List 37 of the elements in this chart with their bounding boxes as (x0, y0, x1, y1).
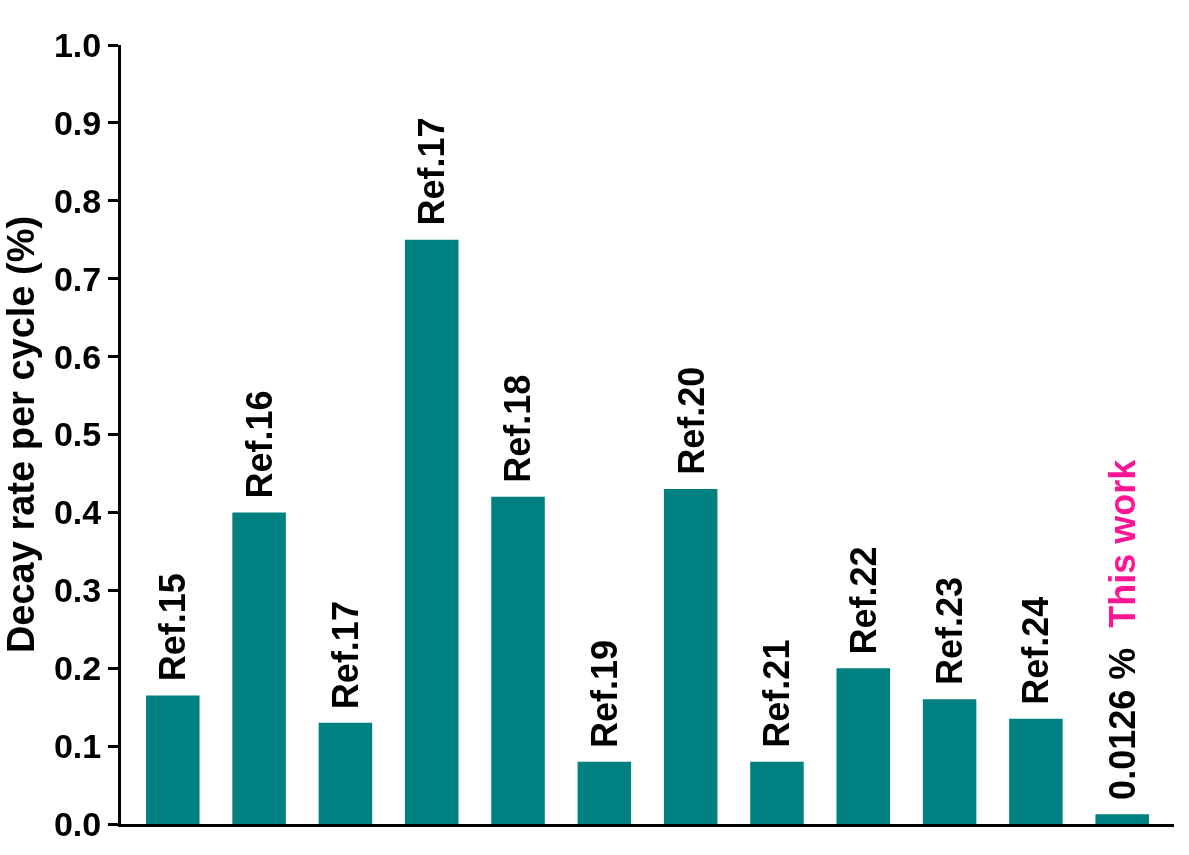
bar (232, 512, 286, 824)
y-tick-label: 0.9 (53, 103, 102, 142)
x-tick-label: This work (1101, 458, 1143, 628)
y-tick-label: 0.4 (53, 493, 102, 532)
y-tick-label: 0.7 (53, 259, 102, 298)
x-tick-label: Ref.24 (1015, 596, 1057, 705)
y-axis-title: Decay rate per cycle (%) (0, 215, 42, 654)
bar (750, 761, 804, 824)
bar (577, 761, 632, 824)
y-tick-label: 0.5 (53, 415, 102, 454)
x-tick-label: Ref.17 (324, 601, 366, 710)
bar (146, 695, 200, 824)
bar (922, 699, 977, 824)
bar (1009, 718, 1063, 824)
x-tick-label: Ref.20 (670, 366, 712, 475)
data-label: 0.0126 % (1101, 647, 1143, 800)
y-tick-label: 0.6 (53, 337, 102, 376)
bar (404, 239, 459, 824)
bar (318, 722, 373, 824)
y-tick-label: 0.1 (53, 727, 102, 765)
bar (836, 668, 891, 824)
x-tick-label: Ref.15 (152, 573, 194, 682)
bar (491, 496, 545, 824)
bar (663, 489, 718, 824)
x-tick-label: Ref.18 (497, 374, 539, 483)
y-tick-label: 0.3 (53, 571, 102, 610)
y-tick-label: 0.0 (53, 804, 102, 843)
x-tick-label: Ref.21 (756, 639, 798, 748)
x-tick-label: Ref.17 (410, 117, 452, 226)
x-tick-label: Ref.22 (843, 546, 885, 655)
y-tick-label: 1.0 (53, 25, 102, 64)
bar (1095, 814, 1149, 824)
y-tick-label: 0.2 (53, 649, 102, 688)
x-tick-label: Ref.16 (238, 390, 280, 499)
y-tick-label: 0.8 (53, 181, 102, 220)
x-tick-label: Ref.23 (929, 576, 971, 685)
x-tick-label: Ref.19 (583, 639, 625, 749)
